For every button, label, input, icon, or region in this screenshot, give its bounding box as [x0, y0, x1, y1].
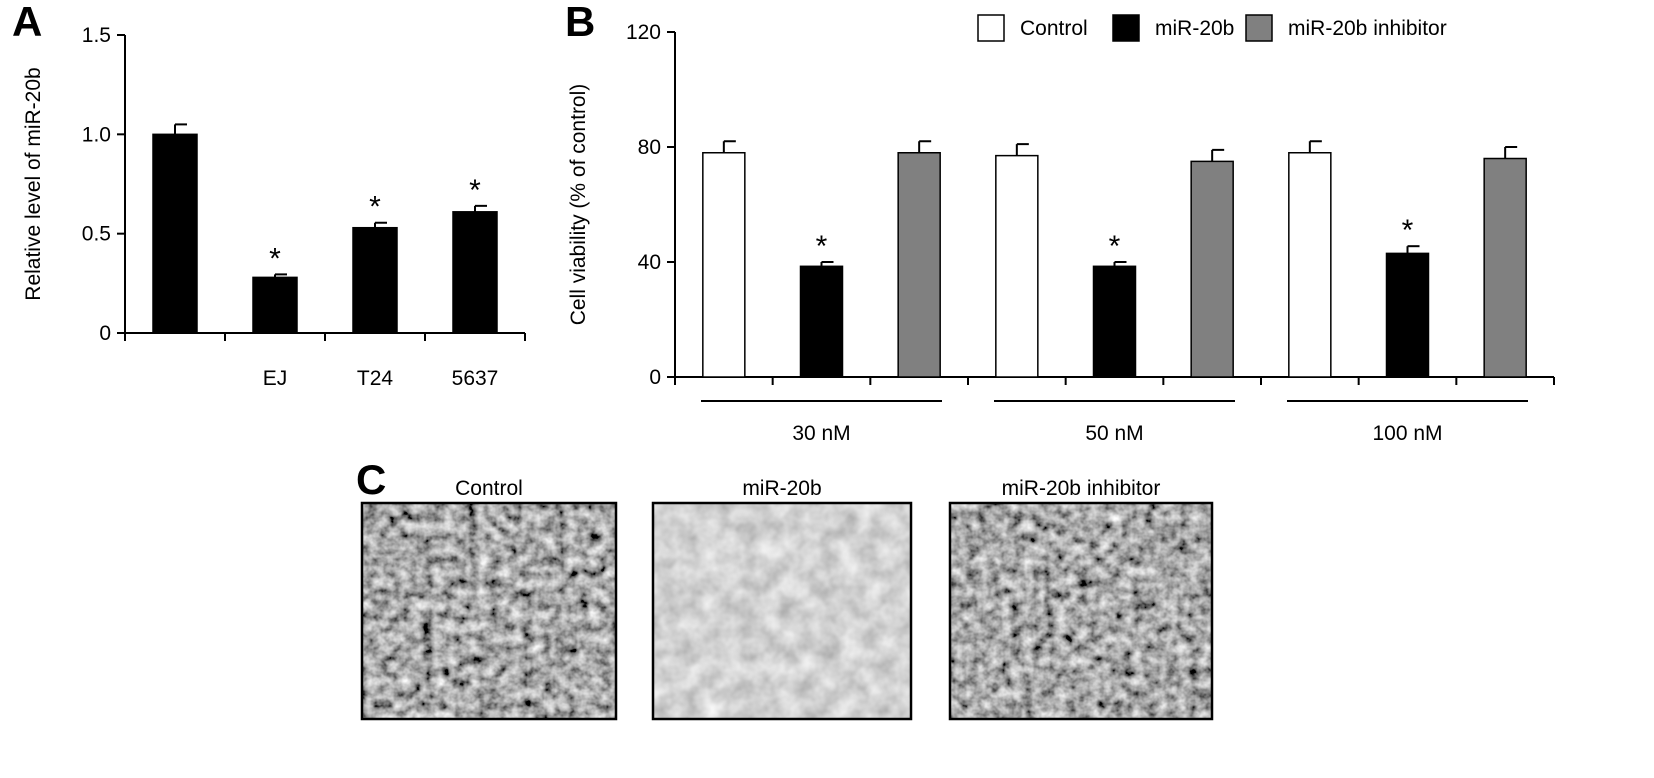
group-label-b: 30 nM: [792, 422, 850, 445]
x-tick-label-a: 5637: [452, 367, 499, 390]
significance-marker-a: *: [369, 191, 381, 224]
bar-a: [153, 134, 197, 333]
significance-marker-a: *: [269, 242, 281, 275]
group-label-b: 50 nM: [1085, 422, 1143, 445]
y-tick-label-a: 1.5: [82, 24, 111, 47]
x-tick-label-a: EJ: [263, 367, 288, 390]
significance-marker-b: *: [816, 230, 828, 263]
bar-b: [1289, 153, 1331, 377]
legend-swatch: [1113, 15, 1139, 41]
bar-a: [353, 228, 397, 333]
y-tick-label-a: 0.5: [82, 223, 111, 246]
y-tick-label-b: 0: [649, 366, 661, 389]
y-tick-label-b: 120: [626, 21, 661, 44]
micrograph-image: [362, 503, 616, 719]
bar-a: [253, 277, 297, 333]
micrograph-title: Control: [455, 477, 523, 500]
bar-b: [801, 266, 843, 377]
group-label-b: 100 nM: [1372, 422, 1442, 445]
y-axis-title-b: Cell viability (% of control): [567, 84, 590, 326]
legend-b: Control miR-20b miR-20b inhibitor: [978, 15, 1447, 41]
legend-swatch: [978, 15, 1004, 41]
legend-label: Control: [1020, 17, 1088, 40]
bar-b: [1094, 266, 1136, 377]
x-tick-label-a: T24: [357, 367, 394, 390]
micrograph-title: miR-20b inhibitor: [1002, 477, 1161, 500]
chart-panel-b: Cell viability (% of control) 0 40 80 120 30…: [567, 21, 1554, 445]
significance-marker-b: *: [1109, 230, 1121, 263]
y-tick-label-b: 40: [638, 251, 661, 274]
chart-panel-a: Relative level of miR-20b 0 0.5 1.0 1.5 EJ * T…: [22, 24, 525, 390]
bar-b: [1387, 253, 1429, 377]
bar-a: [453, 212, 497, 333]
significance-marker-a: *: [469, 174, 481, 207]
micrograph-image: [950, 503, 1212, 719]
y-axis-title-a: Relative level of miR-20b: [22, 67, 45, 300]
bar-b: [996, 156, 1038, 377]
significance-marker-b: *: [1402, 214, 1414, 247]
legend-swatch: [1246, 15, 1272, 41]
legend-label: miR-20b inhibitor: [1288, 17, 1447, 40]
y-tick-label-a: 1.0: [82, 123, 111, 146]
micrograph-title: miR-20b: [742, 477, 821, 500]
bar-b: [898, 153, 940, 377]
panel-label-b: B: [565, 0, 595, 45]
bar-b: [1484, 159, 1526, 378]
y-tick-label-b: 80: [638, 136, 661, 159]
bar-b: [703, 153, 745, 377]
micrograph-panel-c: Control miR-20b miR-20b inhibitor: [362, 477, 1212, 719]
bar-b: [1191, 161, 1233, 377]
panel-label-a: A: [12, 0, 42, 45]
panel-label-c: C: [356, 456, 386, 503]
y-tick-label-a: 0: [99, 322, 111, 345]
micrograph-image: [653, 503, 911, 719]
legend-label: miR-20b: [1155, 17, 1234, 40]
